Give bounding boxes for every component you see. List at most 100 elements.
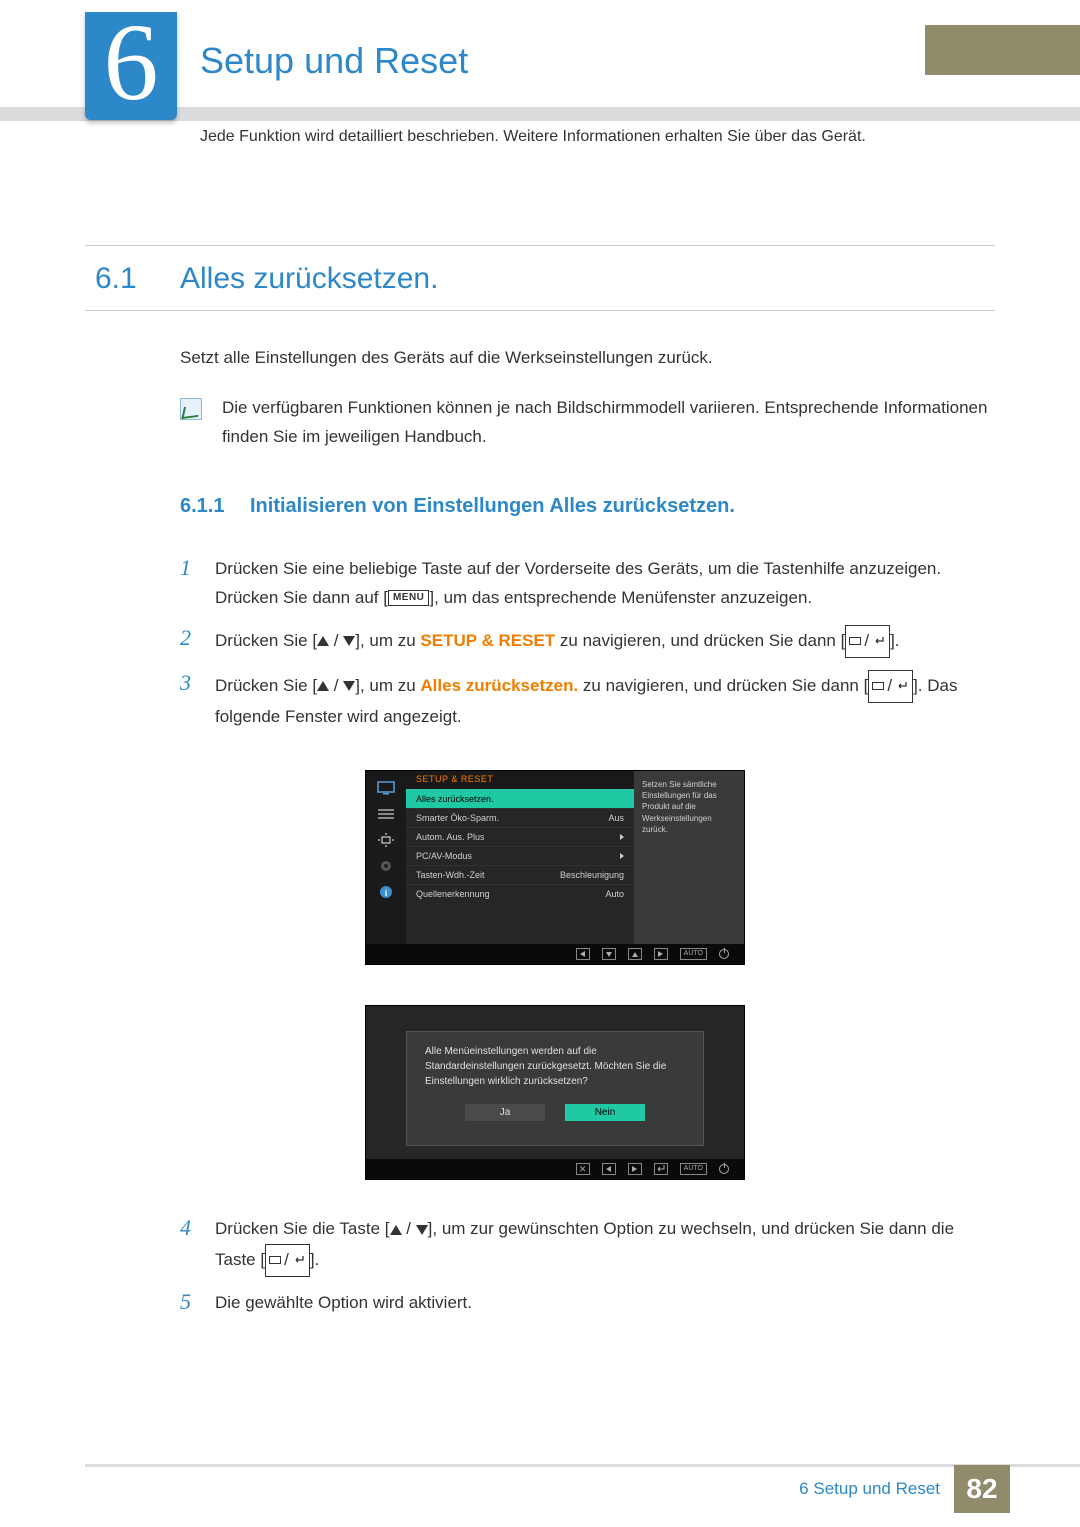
svg-text:i: i xyxy=(385,888,388,898)
osd-row-value xyxy=(620,851,624,861)
nav-right-icon xyxy=(628,1163,642,1175)
step-2-text-e: ]. xyxy=(890,631,899,650)
step-3-body: Drücken Sie [ / ], um zu Alles zurückset… xyxy=(215,670,990,732)
menu-button-label: MENU xyxy=(388,590,429,606)
osd-yes-button: Ja xyxy=(465,1104,545,1121)
osd-row-label: Alles zurücksetzen. xyxy=(416,794,494,804)
chapter-description: Jede Funktion wird detailliert beschrieb… xyxy=(200,128,866,146)
osd-menu-row: PC/AV-Modus xyxy=(406,846,634,865)
footer-divider xyxy=(85,1464,1080,1467)
step-1-body: Drücken Sie eine beliebige Taste auf der… xyxy=(215,555,990,613)
nav-close-icon: ✕ xyxy=(576,1163,590,1175)
down-arrow-icon xyxy=(416,1225,428,1235)
up-arrow-icon xyxy=(317,636,329,646)
down-arrow-icon xyxy=(343,636,355,646)
osd-menu-row: Tasten-Wdh.-ZeitBeschleunigung xyxy=(406,865,634,884)
step-4: 4 Drücken Sie die Taste [ / ], um zur ge… xyxy=(180,1215,990,1277)
osd-row-label: Smarter Öko-Sparm. xyxy=(416,813,499,823)
step-1-text-b: ], um das entsprechende Menüfenster anzu… xyxy=(429,588,812,607)
step-5-number: 5 xyxy=(180,1289,215,1318)
note-text: Die verfügbaren Funktionen können je nac… xyxy=(222,394,990,452)
osd-row-label: Quellenerkennung xyxy=(416,889,490,899)
osd-row-value xyxy=(620,832,624,842)
chapter-title: Setup und Reset xyxy=(200,40,468,82)
subsection-title: Initialisieren von Einstellungen Alles z… xyxy=(250,495,735,518)
osd-menu-row: Autom. Aus. Plus xyxy=(406,827,634,846)
osd-row-label: PC/AV-Modus xyxy=(416,851,472,861)
osd-row-label: Tasten-Wdh.-Zeit xyxy=(416,870,485,880)
step-4-number: 4 xyxy=(180,1215,215,1277)
osd-menu-screenshot: i SETUP & RESET Alles zurücksetzen. Smart… xyxy=(365,770,745,965)
step-2-body: Drücken Sie [ / ], um zu SETUP & RESET z… xyxy=(215,625,990,658)
step-2-text-b: ], um zu xyxy=(355,631,420,650)
osd-confirm-message: Alle Menüeinstellungen werden auf die St… xyxy=(425,1044,685,1089)
step-2-number: 2 xyxy=(180,625,215,658)
step-3-text-a: Drücken Sie [ xyxy=(215,676,317,695)
osd-gear-icon xyxy=(377,859,395,873)
note-icon xyxy=(180,398,202,420)
osd-sidebar: i xyxy=(366,771,406,944)
source-enter-icon: / xyxy=(868,670,913,703)
nav-power-icon xyxy=(719,1164,729,1174)
osd-nav-bar: AUTO xyxy=(366,944,744,964)
section-divider-top xyxy=(85,245,995,246)
osd-menu-row: Smarter Öko-Sparm. Aus xyxy=(406,808,634,827)
nav-power-icon xyxy=(719,949,729,959)
submenu-arrow-icon xyxy=(620,834,624,840)
steps-list-bottom: 4 Drücken Sie die Taste [ / ], um zur ge… xyxy=(180,1215,990,1330)
up-arrow-icon xyxy=(390,1225,402,1235)
osd-no-button: Nein xyxy=(565,1104,645,1121)
steps-list-top: 1 Drücken Sie eine beliebige Taste auf d… xyxy=(180,555,990,743)
source-enter-icon: / xyxy=(265,1244,310,1277)
osd-confirm-buttons: Ja Nein xyxy=(425,1104,685,1121)
section-title: Alles zurücksetzen. xyxy=(180,262,438,296)
footer-page-number: 82 xyxy=(954,1465,1010,1513)
step-3-highlight: Alles zurücksetzen. xyxy=(420,676,578,695)
osd-row-value: Aus xyxy=(608,813,624,823)
nav-left-icon xyxy=(576,948,590,960)
step-2-text-d: zu navigieren, und drücken Sie dann [ xyxy=(555,631,845,650)
osd-help-panel: Setzen Sie sämtliche Einstellungen für d… xyxy=(634,771,744,944)
step-3-text-b: ], um zu xyxy=(355,676,420,695)
step-1-number: 1 xyxy=(180,555,215,613)
submenu-arrow-icon xyxy=(620,853,624,859)
step-1: 1 Drücken Sie eine beliebige Taste auf d… xyxy=(180,555,990,613)
nav-down-icon xyxy=(602,948,616,960)
nav-auto-label: AUTO xyxy=(680,948,707,960)
osd-resize-icon xyxy=(377,833,395,847)
footer-chapter-ref: 6 Setup und Reset xyxy=(799,1479,940,1499)
osd-menu-row: Alles zurücksetzen. xyxy=(406,789,634,808)
up-arrow-icon xyxy=(317,681,329,691)
step-3-number: 3 xyxy=(180,670,215,732)
source-enter-icon: / xyxy=(845,625,890,658)
osd-confirm-screenshot: Alle Menüeinstellungen werden auf die St… xyxy=(365,1005,745,1180)
osd-row-label: Autom. Aus. Plus xyxy=(416,832,485,842)
osd-row-value: Auto xyxy=(605,889,624,899)
step-5: 5 Die gewählte Option wird aktiviert. xyxy=(180,1289,990,1318)
subsection-number: 6.1.1 xyxy=(180,495,224,518)
chapter-number-badge: 6 xyxy=(85,12,177,120)
section-intro-text: Setzt alle Einstellungen des Geräts auf … xyxy=(180,348,713,368)
step-2: 2 Drücken Sie [ / ], um zu SETUP & RESET… xyxy=(180,625,990,658)
section-number: 6.1 xyxy=(95,262,137,296)
nav-up-icon xyxy=(628,948,642,960)
step-4-text-a: Drücken Sie die Taste [ xyxy=(215,1219,390,1238)
step-2-highlight: SETUP & RESET xyxy=(420,631,555,650)
nav-auto-label: AUTO xyxy=(680,1163,707,1175)
osd-menu-items: Alles zurücksetzen. Smarter Öko-Sparm. Aus… xyxy=(406,789,634,944)
nav-left-icon xyxy=(602,1163,616,1175)
step-2-text-a: Drücken Sie [ xyxy=(215,631,317,650)
osd-confirm-dialog: Alle Menüeinstellungen werden auf die St… xyxy=(406,1031,704,1146)
step-5-body: Die gewählte Option wird aktiviert. xyxy=(215,1289,990,1318)
top-olive-accent xyxy=(925,25,1080,75)
osd-list-icon xyxy=(377,807,395,821)
nav-enter-icon xyxy=(654,1163,668,1175)
osd-menu-row: Quellenerkennung Auto xyxy=(406,884,634,903)
osd2-nav-bar: ✕ AUTO xyxy=(366,1159,744,1179)
osd-monitor-icon xyxy=(377,781,395,795)
down-arrow-icon xyxy=(343,681,355,691)
step-3-text-d: zu navigieren, und drücken Sie dann [ xyxy=(578,676,868,695)
osd-header: SETUP & RESET xyxy=(406,771,634,789)
nav-right-icon xyxy=(654,948,668,960)
osd-info-icon: i xyxy=(377,885,395,899)
